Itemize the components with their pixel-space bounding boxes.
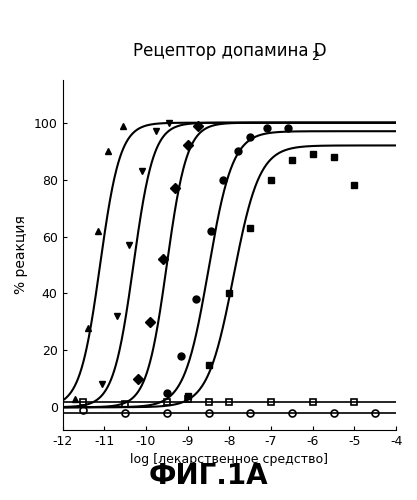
X-axis label: log [лекарственное средство]: log [лекарственное средство] bbox=[131, 454, 328, 466]
Text: 2: 2 bbox=[311, 50, 319, 62]
Y-axis label: % реакция: % реакция bbox=[14, 216, 28, 294]
Text: Рецептор допамина D: Рецептор допамина D bbox=[133, 42, 326, 60]
Text: ФИГ.1А: ФИГ.1А bbox=[149, 462, 268, 490]
